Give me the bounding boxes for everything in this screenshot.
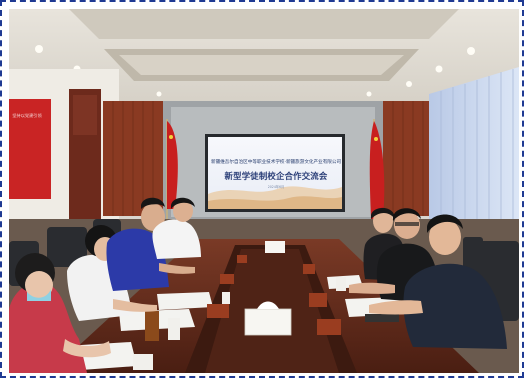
wood-panel-right bbox=[383, 101, 431, 216]
ceiling-lights bbox=[35, 45, 475, 97]
meeting-room-scene bbox=[9, 9, 519, 373]
screen-subtitle: 新疆维吾尔自治区中等职业技术学校·新疆旅游文化产业有限公司 bbox=[211, 160, 341, 165]
name-plates bbox=[207, 255, 341, 335]
attendee-left-4 bbox=[152, 197, 201, 259]
tissue-boxes bbox=[244, 241, 292, 336]
wall-sign-board bbox=[9, 99, 51, 199]
flag-left bbox=[167, 121, 178, 209]
meeting-photo: 坚持以党建引领 新疆维吾尔自治区中等职业技术学校·新疆旅游文化产业有限公司 新型… bbox=[9, 9, 519, 373]
attendee-right-3 bbox=[369, 214, 507, 349]
flag-right bbox=[369, 121, 385, 219]
cups bbox=[133, 277, 346, 370]
wall-sign-text: 坚持以党建引领 bbox=[12, 113, 42, 118]
window-blinds bbox=[429, 67, 519, 254]
phone bbox=[365, 314, 399, 322]
attendee-left-3 bbox=[106, 197, 195, 291]
screen-title: 新型学徒制校企合作交流会 bbox=[224, 171, 328, 181]
attendee-left-1 bbox=[9, 253, 111, 373]
screen-date: 2024年6月 bbox=[267, 185, 285, 189]
